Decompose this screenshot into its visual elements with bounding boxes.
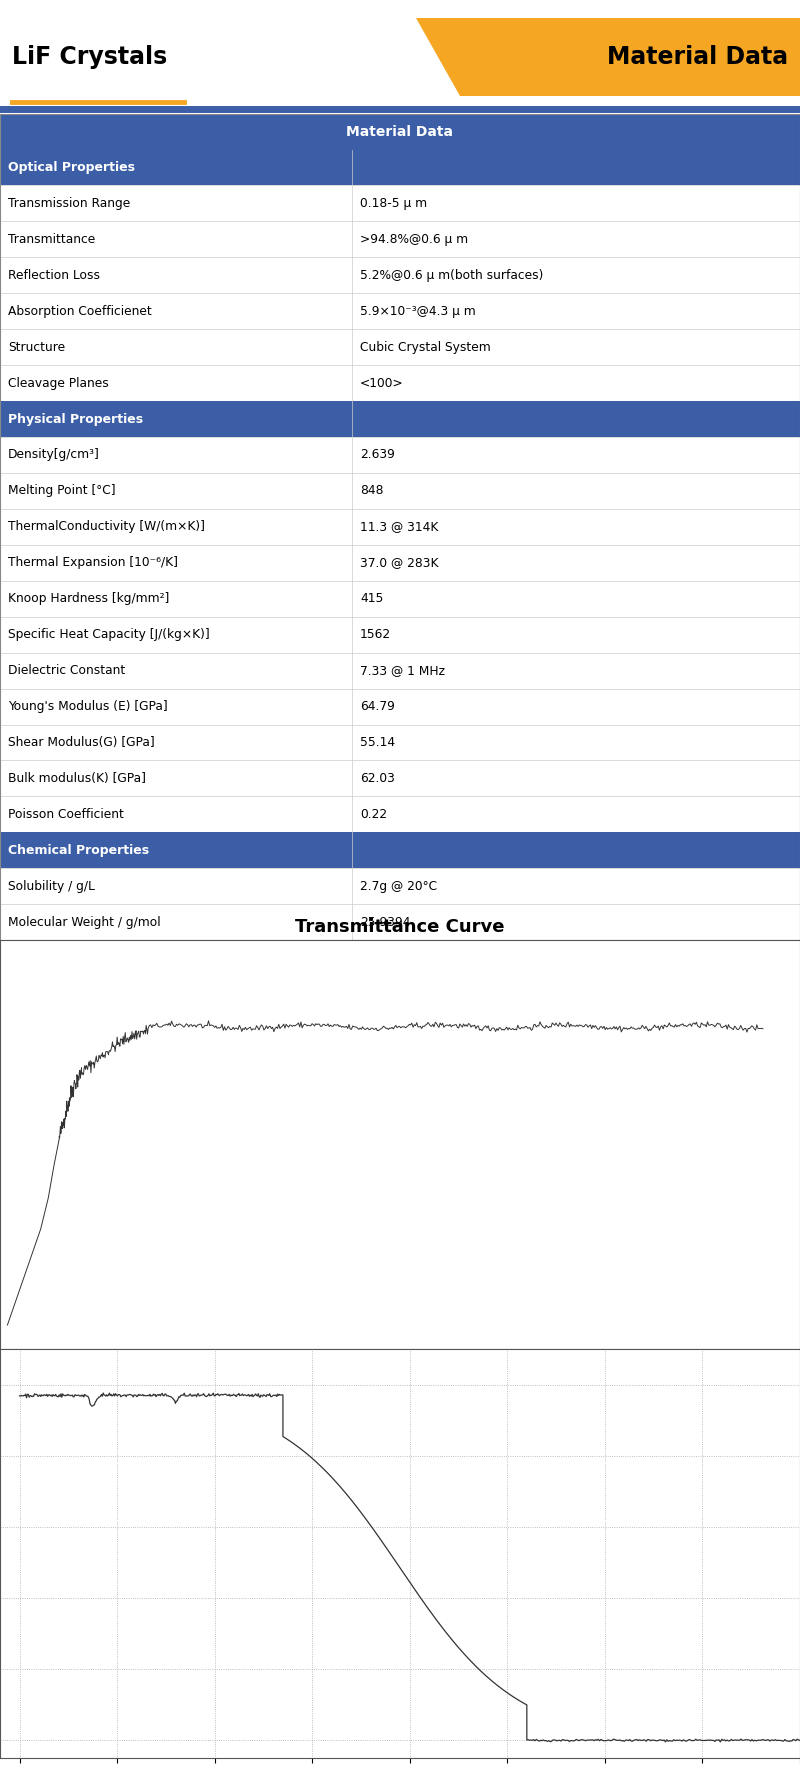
Bar: [0, 689, 800, 724]
Title: Transmittance Curve: Transmittance Curve: [295, 917, 505, 937]
Bar: [0, 509, 800, 544]
Text: Specific Heat Capacity [J/(kg×K)]: Specific Heat Capacity [J/(kg×K)]: [8, 629, 210, 641]
Bar: [0, 436, 800, 474]
Bar: [0, 868, 800, 905]
Text: 5.2%@0.6 μ m(both surfaces): 5.2%@0.6 μ m(both surfaces): [360, 269, 543, 281]
Bar: [0, 186, 800, 221]
Text: Poisson Coefficient: Poisson Coefficient: [8, 808, 124, 822]
Bar: [0, 150, 800, 186]
Bar: [0, 797, 800, 832]
Text: 7.33 @ 1 MHz: 7.33 @ 1 MHz: [360, 664, 445, 677]
Text: Optical Properties: Optical Properties: [8, 161, 135, 173]
Text: 2.7g @ 20°C: 2.7g @ 20°C: [360, 880, 437, 892]
Text: Molecular Weight / g/mol: Molecular Weight / g/mol: [8, 915, 161, 929]
Text: Material Data: Material Data: [607, 44, 788, 69]
Text: Shear Modulus(G) [GPa]: Shear Modulus(G) [GPa]: [8, 737, 154, 749]
Text: Chemical Properties: Chemical Properties: [8, 845, 149, 857]
Text: Melting Point [°C]: Melting Point [°C]: [8, 484, 116, 498]
Text: Young's Modulus (E) [GPa]: Young's Modulus (E) [GPa]: [8, 700, 168, 714]
Text: Reflection Loss: Reflection Loss: [8, 269, 100, 281]
Bar: [0, 652, 800, 689]
Bar: [0, 760, 800, 797]
Text: 55.14: 55.14: [360, 737, 395, 749]
Text: 1562: 1562: [360, 629, 391, 641]
Text: Transmittance: Transmittance: [8, 233, 95, 246]
Text: Density[g/cm³]: Density[g/cm³]: [8, 449, 100, 461]
Text: Cubic Crystal System: Cubic Crystal System: [360, 341, 490, 353]
Bar: [0, 258, 800, 293]
Text: Transmission Range: Transmission Range: [8, 196, 130, 210]
Bar: [0, 329, 800, 366]
Text: Thermal Expansion [10⁻⁶/K]: Thermal Expansion [10⁻⁶/K]: [8, 557, 178, 569]
Bar: [0, 724, 800, 760]
Text: Solubility / g/L: Solubility / g/L: [8, 880, 95, 892]
Text: 0.22: 0.22: [360, 808, 387, 822]
Text: Knoop Hardness [kg/mm²]: Knoop Hardness [kg/mm²]: [8, 592, 170, 606]
Text: 62.03: 62.03: [360, 772, 395, 785]
Bar: [0, 401, 800, 436]
Bar: [0, 474, 800, 509]
Text: <100>: <100>: [360, 376, 404, 391]
Text: Cleavage Planes: Cleavage Planes: [8, 376, 109, 391]
Text: 848: 848: [360, 484, 383, 498]
Bar: [0, 905, 800, 940]
Polygon shape: [416, 18, 800, 95]
Bar: [0, 617, 800, 652]
Text: 0.18-5 μ m: 0.18-5 μ m: [360, 196, 427, 210]
Text: 64.79: 64.79: [360, 700, 395, 714]
Text: 5.9×10⁻³@4.3 μ m: 5.9×10⁻³@4.3 μ m: [360, 304, 476, 318]
Text: Physical Properties: Physical Properties: [8, 412, 143, 426]
Text: 11.3 @ 314K: 11.3 @ 314K: [360, 519, 438, 534]
Bar: [0, 544, 800, 581]
Text: 25.9394: 25.9394: [360, 915, 410, 929]
Bar: [0, 113, 800, 150]
Bar: [0, 581, 800, 617]
Text: LiF Crystals: LiF Crystals: [12, 44, 167, 69]
Text: Dielectric Constant: Dielectric Constant: [8, 664, 126, 677]
Text: 415: 415: [360, 592, 383, 606]
Text: Absorption Coefficienet: Absorption Coefficienet: [8, 304, 152, 318]
Bar: [0, 293, 800, 329]
Text: Bulk modulus(K) [GPa]: Bulk modulus(K) [GPa]: [8, 772, 146, 785]
Text: 37.0 @ 283K: 37.0 @ 283K: [360, 557, 438, 569]
Bar: [0, 221, 800, 258]
Bar: [0, 832, 800, 868]
Text: Material Data: Material Data: [346, 125, 454, 138]
X-axis label: Wavelength / nm: Wavelength / nm: [341, 1378, 459, 1391]
Text: 2.639: 2.639: [360, 449, 395, 461]
Text: ThermalConductivity [W/(m×K)]: ThermalConductivity [W/(m×K)]: [8, 519, 205, 534]
Text: >94.8%@0.6 μ m: >94.8%@0.6 μ m: [360, 233, 468, 246]
Text: Structure: Structure: [8, 341, 65, 353]
Bar: [0, 366, 800, 401]
